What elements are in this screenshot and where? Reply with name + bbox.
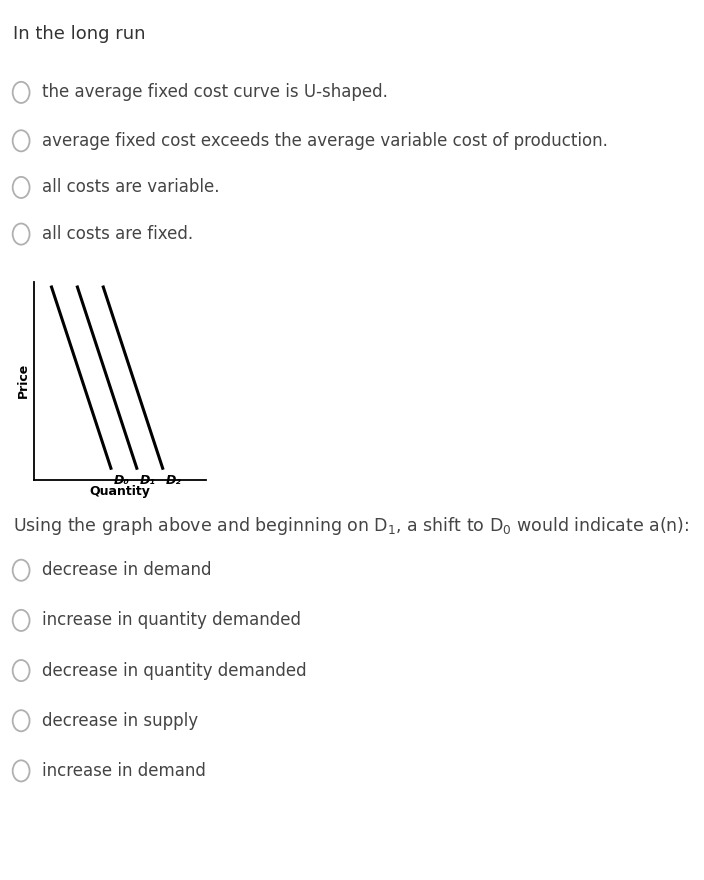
- X-axis label: Quantity: Quantity: [89, 485, 151, 498]
- Text: In the long run: In the long run: [13, 25, 145, 42]
- Y-axis label: Price: Price: [17, 363, 30, 399]
- Text: D₀: D₀: [114, 473, 130, 487]
- Text: decrease in supply: decrease in supply: [42, 712, 199, 730]
- Text: D₂: D₂: [165, 473, 182, 487]
- Text: increase in quantity demanded: increase in quantity demanded: [42, 612, 301, 629]
- Text: Using the graph above and beginning on $\mathrm{D_1}$, a shift to $\mathrm{D_0}$: Using the graph above and beginning on $…: [13, 515, 689, 537]
- Text: average fixed cost exceeds the average variable cost of production.: average fixed cost exceeds the average v…: [42, 132, 608, 150]
- Text: increase in demand: increase in demand: [42, 762, 206, 780]
- Text: all costs are fixed.: all costs are fixed.: [42, 225, 194, 243]
- Text: D₁: D₁: [140, 473, 156, 487]
- Text: the average fixed cost curve is U-shaped.: the average fixed cost curve is U-shaped…: [42, 84, 388, 101]
- Text: decrease in demand: decrease in demand: [42, 561, 212, 579]
- Text: all costs are variable.: all costs are variable.: [42, 179, 220, 196]
- Text: decrease in quantity demanded: decrease in quantity demanded: [42, 662, 307, 679]
